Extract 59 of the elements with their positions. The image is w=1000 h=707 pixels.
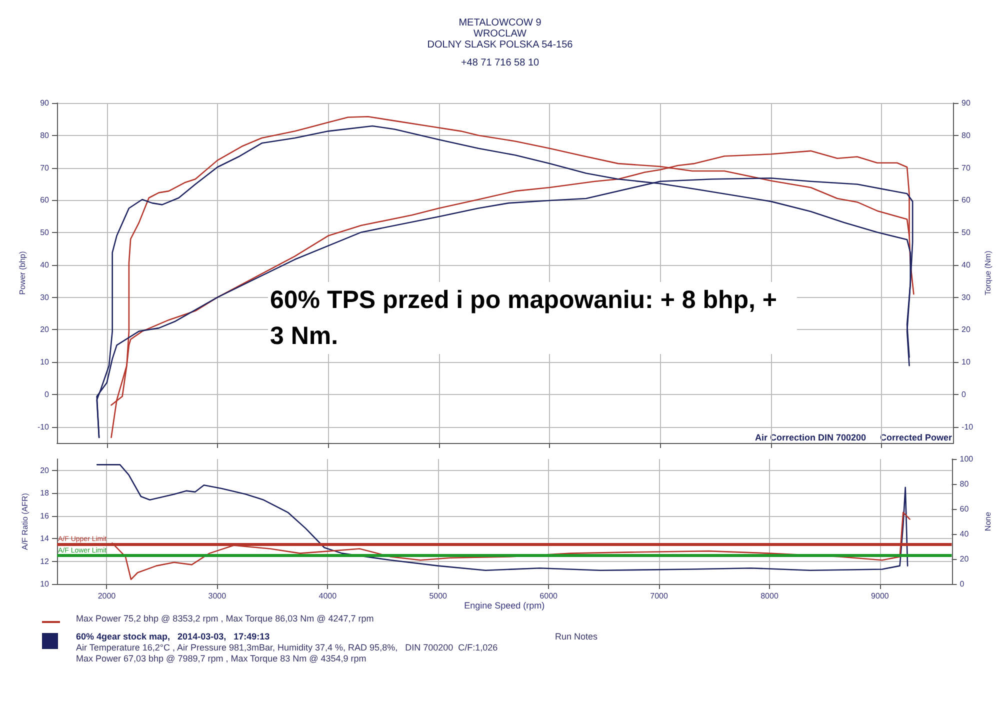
y2-tick-label: 100 xyxy=(960,454,974,464)
text: Run Notes xyxy=(555,632,598,642)
y-tick-label: 10 xyxy=(40,580,50,588)
y-tick-label: 18 xyxy=(40,488,50,498)
text: WROCLAW xyxy=(474,28,528,40)
y-tick-label: 16 xyxy=(40,511,50,520)
y-axis-title: Power (bhp) xyxy=(18,250,28,295)
x-tick-label: 5000 xyxy=(429,592,448,600)
y-tick-label: 14 xyxy=(40,534,50,544)
y-tick-label: 50 xyxy=(40,228,50,238)
text: Max Power 75,2 bhp @ 8353,2 rpm , Max Torque 86,03 Nm @ 4247,7 rpm xyxy=(76,614,374,624)
x-tick-label: 6000 xyxy=(540,592,558,600)
y2-axis-title: Torque (Nm) xyxy=(984,250,992,296)
y2-tick-label: 60 xyxy=(962,196,971,205)
y2-tick-label: 10 xyxy=(962,358,971,367)
y2-tick-label: 30 xyxy=(962,292,971,302)
y-tick-label: 20 xyxy=(40,466,50,475)
annotation: 60% TPS przed i po mapowaniu: + 8 bhp, + 3 Nm. xyxy=(268,282,797,354)
y-tick-label: 0 xyxy=(44,390,50,399)
y-tick-label: -10 xyxy=(37,422,50,432)
y-axis-title: A/F Ratio (AFR) xyxy=(20,492,30,550)
text: Max Power 67,03 bhp @ 7989,7 rpm , Max Torque 83 Nm @ 4354,9 rpm xyxy=(76,654,366,664)
y-tick-label: 80 xyxy=(40,130,50,140)
y-tick-label: 40 xyxy=(40,260,50,270)
y2-tick-label: 80 xyxy=(962,130,971,140)
y2-tick-label: 0 xyxy=(960,580,965,588)
y2-tick-label: -10 xyxy=(962,422,974,432)
y2-tick-label: 90 xyxy=(962,98,971,108)
y2-tick-label: 50 xyxy=(962,228,971,238)
x-tick-label: 3000 xyxy=(208,592,227,600)
text: DOLNY SLASK POLSKA 54-156 xyxy=(427,40,574,50)
y-tick-label: 20 xyxy=(40,325,50,334)
y2-tick-label: 60 xyxy=(960,504,970,514)
y-tick-label: 70 xyxy=(40,163,50,172)
y2-tick-label: 40 xyxy=(962,260,971,270)
x-tick-label: 8000 xyxy=(760,592,779,600)
text: METALOWCOW 9 xyxy=(458,18,542,28)
y-tick-label: 60 xyxy=(40,196,50,205)
y-tick-label: 12 xyxy=(40,556,50,566)
y2-axis-title: None xyxy=(984,511,992,532)
y-tick-label: 10 xyxy=(40,358,50,367)
x-axis-title: Engine Speed (rpm) xyxy=(464,600,545,610)
y2-tick-label: 0 xyxy=(962,390,967,399)
text: Air Temperature 16,2°C , Air Pressure 981,3mBar, Humidity 37,4 %, RAD 95,8%, DIN 700200 C/F:1,026 xyxy=(76,642,498,652)
y2-tick-label: 40 xyxy=(960,530,970,538)
y2-tick-label: 80 xyxy=(960,480,970,488)
y2-tick-label: 20 xyxy=(960,554,970,564)
text: +48 71 716 58 10 xyxy=(460,58,540,68)
x-tick-label: 4000 xyxy=(318,592,338,600)
annotation: Corrected Power xyxy=(880,432,953,442)
x-tick-label: 2000 xyxy=(98,592,116,600)
y2-tick-label: 20 xyxy=(962,325,971,334)
y-tick-label: 30 xyxy=(40,292,50,302)
x-tick-label: 7000 xyxy=(650,592,668,600)
text: 60% 4gear stock map, 2014-03-03, 17:49:13 xyxy=(76,632,270,642)
x-tick-label: 9000 xyxy=(871,592,890,600)
y-tick-label: 90 xyxy=(40,98,50,108)
annotation: Air Correction DIN 700200 xyxy=(755,432,866,442)
y2-tick-label: 70 xyxy=(962,163,971,172)
